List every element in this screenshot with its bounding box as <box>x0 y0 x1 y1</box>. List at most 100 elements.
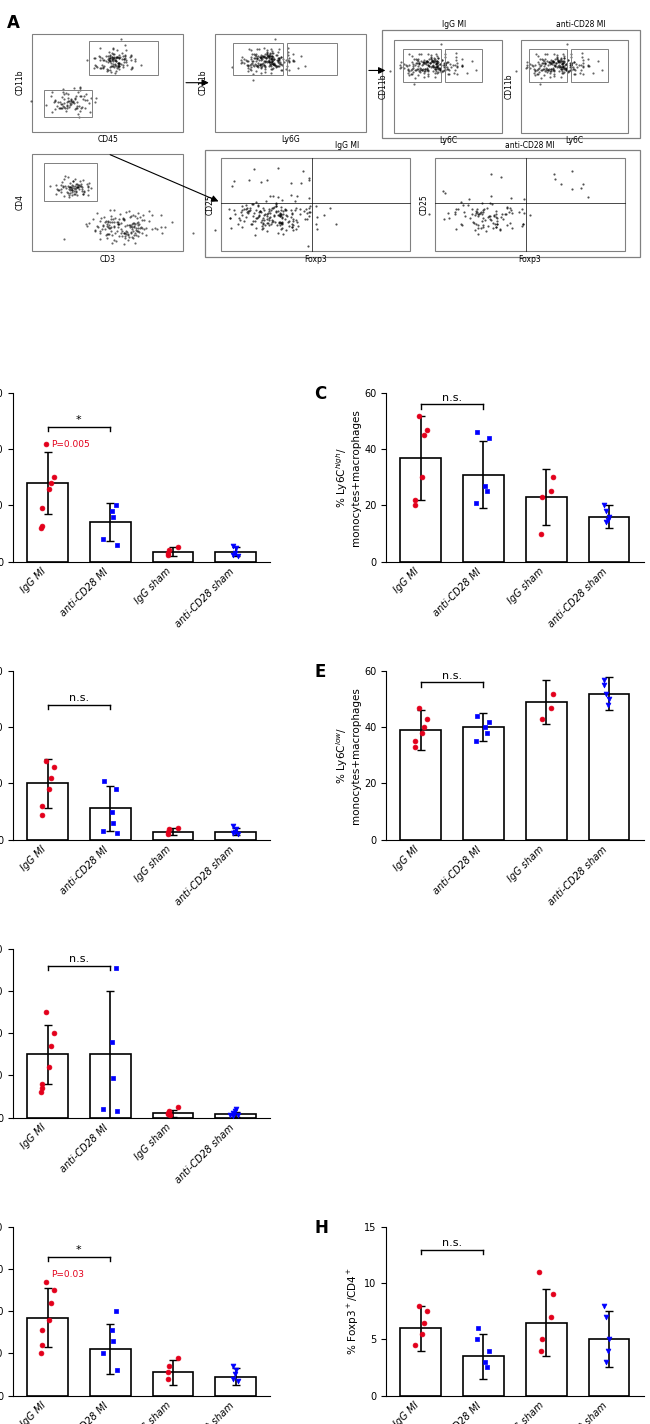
Point <box>410 731 421 753</box>
Point <box>408 47 419 70</box>
Point <box>546 1306 556 1329</box>
Point <box>229 204 240 226</box>
Point <box>264 214 274 236</box>
Point <box>257 209 267 232</box>
Point <box>62 90 73 112</box>
Point <box>561 58 571 81</box>
Point <box>521 57 531 80</box>
Point <box>260 43 270 66</box>
Point <box>133 216 144 239</box>
Point <box>286 205 296 228</box>
Point <box>439 53 450 75</box>
Point <box>229 198 239 221</box>
Point <box>100 46 110 68</box>
Point <box>52 178 62 201</box>
Point <box>558 50 569 73</box>
Point <box>292 57 303 80</box>
Point <box>81 83 91 105</box>
Point <box>120 34 131 57</box>
Point <box>552 54 563 77</box>
Point <box>119 48 129 71</box>
Point <box>601 682 611 705</box>
Point <box>416 43 426 66</box>
Bar <box>589 517 629 561</box>
Point <box>463 194 473 216</box>
Point <box>275 214 285 236</box>
Bar <box>215 1115 256 1118</box>
Point <box>65 172 75 195</box>
Point <box>110 48 120 71</box>
Point <box>263 46 273 68</box>
Point <box>133 201 144 224</box>
Point <box>258 212 268 235</box>
Point <box>422 708 433 731</box>
Point <box>49 755 60 778</box>
Point <box>540 43 551 66</box>
Point <box>64 95 75 118</box>
Point <box>40 749 51 772</box>
Point <box>417 58 428 81</box>
Point <box>111 229 121 252</box>
Point <box>123 229 133 252</box>
Point <box>112 534 123 557</box>
Point <box>65 175 75 198</box>
Point <box>273 41 283 64</box>
Point <box>473 1317 484 1340</box>
Point <box>300 54 310 77</box>
Point <box>129 212 140 235</box>
Point <box>268 56 278 78</box>
Text: Ly6C: Ly6C <box>439 137 457 145</box>
Point <box>597 58 607 81</box>
Point <box>37 1072 47 1095</box>
Point <box>304 187 314 209</box>
Point <box>415 58 426 81</box>
Point <box>250 50 261 73</box>
Point <box>440 58 450 81</box>
Point <box>99 54 110 77</box>
Point <box>409 73 419 95</box>
Point <box>402 58 413 81</box>
Point <box>253 194 263 216</box>
Point <box>495 218 505 241</box>
Point <box>567 56 578 78</box>
Point <box>422 419 433 441</box>
Point <box>270 211 281 234</box>
Point <box>287 208 298 231</box>
Point <box>264 43 274 66</box>
Point <box>554 51 565 74</box>
Point <box>525 57 536 80</box>
Point <box>267 209 278 232</box>
Point <box>281 54 292 77</box>
Point <box>276 211 287 234</box>
Point <box>109 215 119 238</box>
Point <box>547 50 558 73</box>
Point <box>77 95 88 118</box>
Point <box>284 209 294 232</box>
Bar <box>526 702 567 840</box>
Point <box>273 50 283 73</box>
Point <box>518 212 528 235</box>
Point <box>423 51 434 74</box>
Point <box>265 41 275 64</box>
Point <box>457 54 467 77</box>
Point <box>231 1358 241 1381</box>
Point <box>462 61 473 84</box>
Point <box>291 218 301 241</box>
Point <box>263 198 274 221</box>
Point <box>131 216 141 239</box>
Point <box>432 54 442 77</box>
Point <box>239 198 249 221</box>
Point <box>533 51 543 74</box>
Point <box>417 1323 427 1346</box>
Point <box>37 497 47 520</box>
Point <box>256 211 266 234</box>
Point <box>296 172 306 195</box>
Point <box>540 50 550 73</box>
Point <box>551 54 561 77</box>
Text: C: C <box>314 384 326 403</box>
Point <box>47 81 58 104</box>
Point <box>396 51 406 74</box>
Point <box>78 87 88 110</box>
Point <box>114 225 124 248</box>
Point <box>58 175 68 198</box>
